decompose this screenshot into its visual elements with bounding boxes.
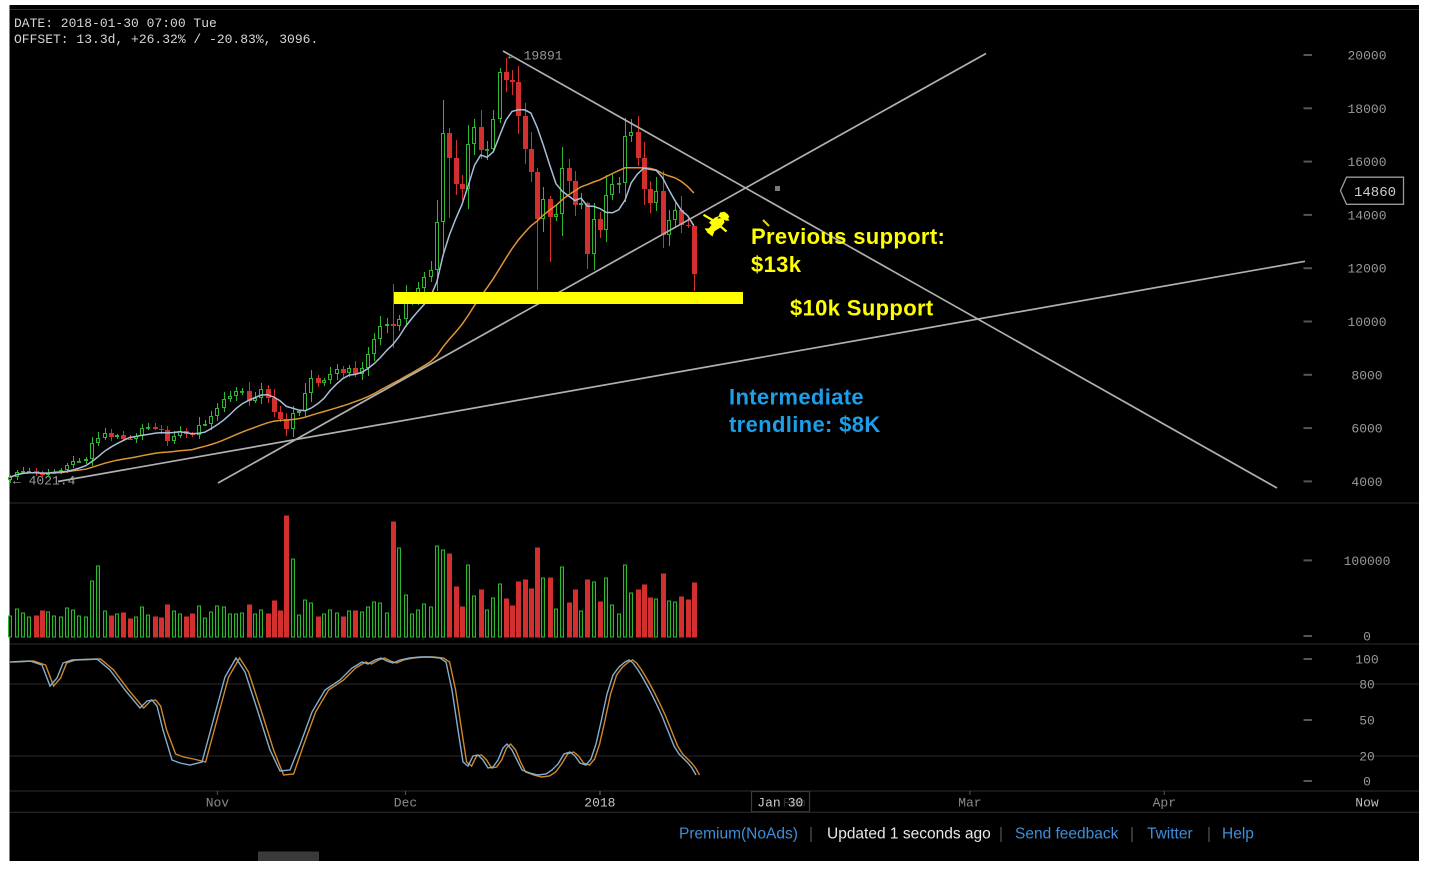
svg-text:Help: Help [1222, 826, 1254, 843]
svg-text:|: | [1207, 826, 1211, 843]
svg-text:18000: 18000 [1347, 102, 1386, 117]
svg-text:|: | [809, 826, 813, 843]
svg-text:8000: 8000 [1351, 368, 1382, 383]
svg-text:Mar: Mar [958, 796, 981, 811]
svg-text:Updated 1 seconds ago: Updated 1 seconds ago [827, 826, 991, 843]
svg-text:12000: 12000 [1347, 262, 1386, 277]
svg-text:DATE: 2018-01-30 07:00 Tue: DATE: 2018-01-30 07:00 Tue [14, 16, 217, 31]
svg-text:2018: 2018 [584, 796, 615, 811]
svg-text:Previous support:: Previous support: [751, 224, 945, 249]
svg-text:0: 0 [1363, 775, 1371, 790]
svg-text:Nov: Nov [206, 796, 230, 811]
svg-text:Twitter: Twitter [1147, 826, 1193, 843]
svg-text:14000: 14000 [1347, 208, 1386, 223]
svg-text:← 19891: ← 19891 [508, 49, 563, 64]
svg-text:OFFSET: 13.3d, +26.32% / -20.8: OFFSET: 13.3d, +26.32% / -20.83%, 3096. [14, 32, 318, 47]
svg-text:Jan: Jan [757, 796, 780, 811]
svg-text:4000: 4000 [1351, 475, 1382, 490]
svg-text:100: 100 [1355, 653, 1378, 668]
svg-text:|: | [999, 826, 1003, 843]
svg-text:50: 50 [1359, 714, 1375, 729]
svg-text:Apr: Apr [1153, 796, 1176, 811]
svg-text:trendline: $8K: trendline: $8K [729, 412, 881, 437]
svg-text:|: | [1130, 826, 1134, 843]
svg-text:$10k Support: $10k Support [790, 296, 934, 321]
svg-text:30: 30 [788, 796, 804, 811]
svg-text:6000: 6000 [1351, 422, 1382, 437]
svg-text:100000: 100000 [1344, 554, 1391, 569]
svg-text:Dec: Dec [394, 796, 417, 811]
svg-text:80: 80 [1359, 678, 1375, 693]
svg-text:$13k: $13k [751, 252, 802, 277]
svg-text:Premium(NoAds): Premium(NoAds) [679, 826, 798, 843]
svg-text:10000: 10000 [1347, 315, 1386, 330]
svg-text:Now: Now [1355, 796, 1379, 811]
svg-text:14860: 14860 [1354, 185, 1396, 201]
svg-text:Send feedback: Send feedback [1015, 826, 1119, 843]
svg-text:0: 0 [1363, 630, 1371, 645]
svg-text:20: 20 [1359, 750, 1375, 765]
svg-text:Intermediate: Intermediate [729, 384, 864, 409]
svg-text:16000: 16000 [1347, 155, 1386, 170]
svg-text:← 4021.4: ← 4021.4 [13, 474, 76, 489]
svg-text:20000: 20000 [1347, 49, 1386, 64]
